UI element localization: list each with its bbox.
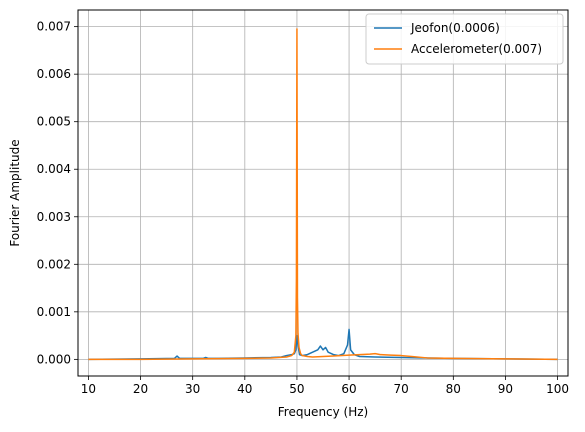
x-tick-label: 40 [237,382,252,396]
x-tick-label: 20 [133,382,148,396]
y-tick-label: 0.000 [37,352,71,366]
x-tick-label: 90 [498,382,513,396]
x-tick-label: 60 [341,382,356,396]
y-axis-label: Fourier Amplitude [8,139,22,246]
y-axis-ticks: 0.000 0.001 0.002 0.003 0.004 0.005 0.006 0.007 [37,20,78,366]
y-tick-label: 0.001 [37,305,71,319]
series-line-1 [88,328,558,361]
legend-box [365,13,564,65]
grid-lines [78,10,568,376]
series-line-2 [88,28,558,361]
y-tick-label: 0.002 [37,257,71,271]
x-axis-label: Frequency (Hz) [278,405,369,419]
y-tick-label: 0.005 [37,115,71,129]
x-tick-label: 100 [546,382,569,396]
y-tick-label: 0.006 [37,67,71,81]
legend-label: Accelerometer(0.007) [411,42,542,56]
x-tick-label: 30 [185,382,200,396]
legend-label: Jeofon(0.0006) [410,21,500,35]
x-tick-label: 50 [289,382,304,396]
y-tick-label: 0.007 [37,20,71,34]
legend: Jeofon(0.0006) Accelerometer(0.007) [365,13,564,65]
x-tick-label: 70 [394,382,409,396]
plot-frame [77,9,569,377]
series-layer [88,28,558,361]
x-tick-label: 10 [81,382,96,396]
x-axis-ticks: 10 20 30 40 50 60 70 80 90 100 [81,376,569,396]
x-tick-label: 80 [446,382,461,396]
y-tick-label: 0.004 [37,162,71,176]
y-tick-label: 0.003 [37,210,71,224]
